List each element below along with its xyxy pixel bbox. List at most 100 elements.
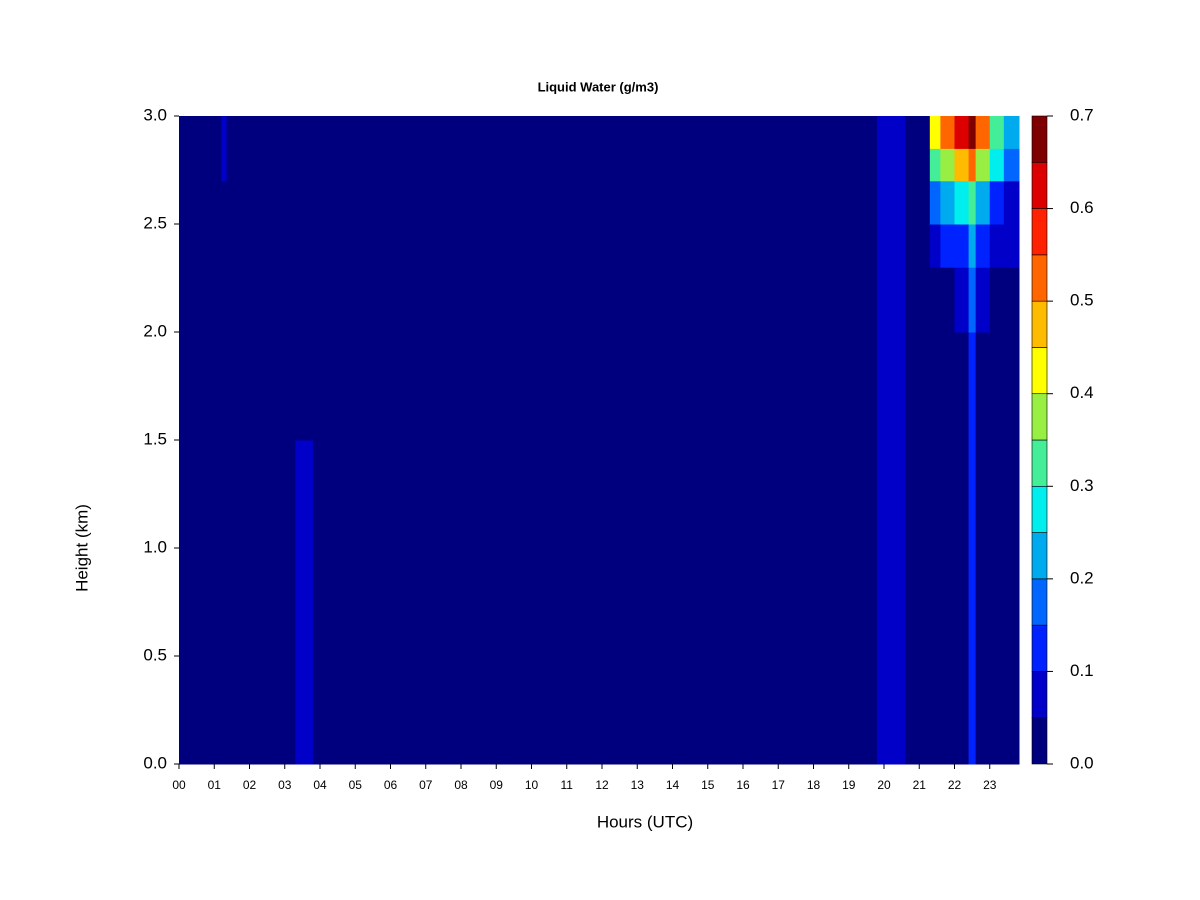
contour-cell bbox=[975, 332, 991, 441]
contour-cell bbox=[989, 116, 1005, 149]
contour-cell bbox=[179, 548, 212, 657]
contour-cell bbox=[929, 548, 941, 657]
contour-cell bbox=[179, 116, 212, 149]
contour-cell bbox=[876, 548, 906, 657]
contour-cell bbox=[214, 267, 222, 333]
contour-cell bbox=[295, 656, 314, 765]
contour-cell bbox=[221, 148, 228, 182]
contour-cell bbox=[929, 332, 941, 441]
y-axis-label: Height (km) bbox=[72, 504, 91, 592]
contour-cell bbox=[905, 180, 931, 225]
contour-cell bbox=[841, 267, 878, 333]
contour-cell bbox=[989, 180, 1005, 225]
contour-cell bbox=[841, 656, 878, 765]
contour-cell bbox=[1003, 267, 1020, 333]
y-tick-label: 0.5 bbox=[143, 645, 167, 664]
contour-cell bbox=[834, 148, 843, 182]
contour-cell bbox=[876, 440, 906, 549]
colorbar-segment bbox=[1031, 624, 1048, 672]
contour-cell bbox=[221, 332, 228, 441]
contour-cell bbox=[975, 548, 991, 657]
contour-cell bbox=[905, 148, 931, 182]
contour-cell bbox=[841, 332, 878, 441]
y-tick-label: 1.5 bbox=[143, 429, 167, 448]
contour-cell bbox=[968, 548, 977, 657]
contour-cell bbox=[210, 180, 215, 225]
contour-cell bbox=[929, 180, 941, 225]
colorbar-segment bbox=[1031, 254, 1048, 302]
contour-cell bbox=[940, 267, 955, 333]
x-tick-label: 18 bbox=[807, 778, 821, 792]
x-tick-label: 09 bbox=[490, 778, 504, 792]
contour-cell bbox=[214, 656, 222, 765]
contour-cell bbox=[295, 267, 314, 333]
contour-cell bbox=[841, 440, 878, 549]
x-tick-label: 19 bbox=[842, 778, 856, 792]
contour-cell bbox=[210, 440, 215, 549]
contour-cell bbox=[876, 116, 906, 149]
contour-cell bbox=[954, 224, 970, 268]
contour-cell bbox=[221, 548, 228, 657]
contour-cell bbox=[968, 332, 977, 441]
contour-cell bbox=[214, 180, 222, 225]
contour-cell bbox=[876, 224, 906, 268]
contour-cell bbox=[226, 440, 296, 549]
contour-cell bbox=[841, 180, 878, 225]
contour-cell bbox=[834, 180, 843, 225]
contour-cell bbox=[179, 332, 212, 441]
colorbar-tick-label: 0.3 bbox=[1070, 476, 1094, 495]
contour-cell bbox=[975, 656, 991, 765]
colorbar-tick-label: 0.7 bbox=[1070, 105, 1094, 124]
contour-cell bbox=[214, 548, 222, 657]
contour-cell bbox=[989, 224, 1005, 268]
contour-cell bbox=[312, 656, 836, 765]
colorbar-segment bbox=[1031, 115, 1048, 163]
contour-cell bbox=[221, 224, 228, 268]
contour-cell bbox=[221, 656, 228, 765]
contour-cell bbox=[214, 148, 222, 182]
contour-cell bbox=[221, 180, 228, 225]
colorbar-segment bbox=[1031, 578, 1048, 626]
contour-cell bbox=[226, 116, 296, 149]
contour-cell bbox=[226, 548, 296, 657]
colorbar-segment bbox=[1031, 347, 1048, 395]
contour-cell bbox=[1003, 148, 1020, 182]
contour-cell bbox=[841, 548, 878, 657]
contour-cell bbox=[210, 656, 215, 765]
contour-cell bbox=[876, 332, 906, 441]
contour-cell bbox=[295, 148, 314, 182]
contour-cell bbox=[834, 656, 843, 765]
contour-cell bbox=[210, 332, 215, 441]
colorbar-tick-label: 0.2 bbox=[1070, 568, 1094, 587]
contour-cell bbox=[214, 224, 222, 268]
contour-cell bbox=[876, 148, 906, 182]
x-tick-label: 08 bbox=[454, 778, 468, 792]
contour-cell bbox=[312, 148, 836, 182]
contour-cell bbox=[226, 180, 296, 225]
contour-cell bbox=[905, 548, 931, 657]
contour-cell bbox=[226, 332, 296, 441]
contour-cell bbox=[940, 332, 955, 441]
contour-cell bbox=[989, 267, 1005, 333]
contour-cell bbox=[975, 148, 991, 182]
contour-cell bbox=[989, 440, 1005, 549]
contour-cell bbox=[940, 656, 955, 765]
contour-cell bbox=[968, 440, 977, 549]
contour-cell bbox=[968, 148, 977, 182]
contour-cell bbox=[226, 656, 296, 765]
x-tick-label: 23 bbox=[983, 778, 997, 792]
x-tick-label: 01 bbox=[208, 778, 222, 792]
contour-cell bbox=[940, 548, 955, 657]
contour-cell bbox=[929, 267, 941, 333]
colorbar-segment bbox=[1031, 393, 1048, 441]
contour-cell bbox=[968, 180, 977, 225]
contour-cell bbox=[975, 224, 991, 268]
contour-cell bbox=[989, 148, 1005, 182]
contour-cell bbox=[954, 440, 970, 549]
contour-cell bbox=[834, 224, 843, 268]
contour-cell bbox=[214, 116, 222, 149]
contour-cell bbox=[940, 116, 955, 149]
contour-cell bbox=[968, 267, 977, 333]
y-tick-label: 2.0 bbox=[143, 321, 167, 340]
